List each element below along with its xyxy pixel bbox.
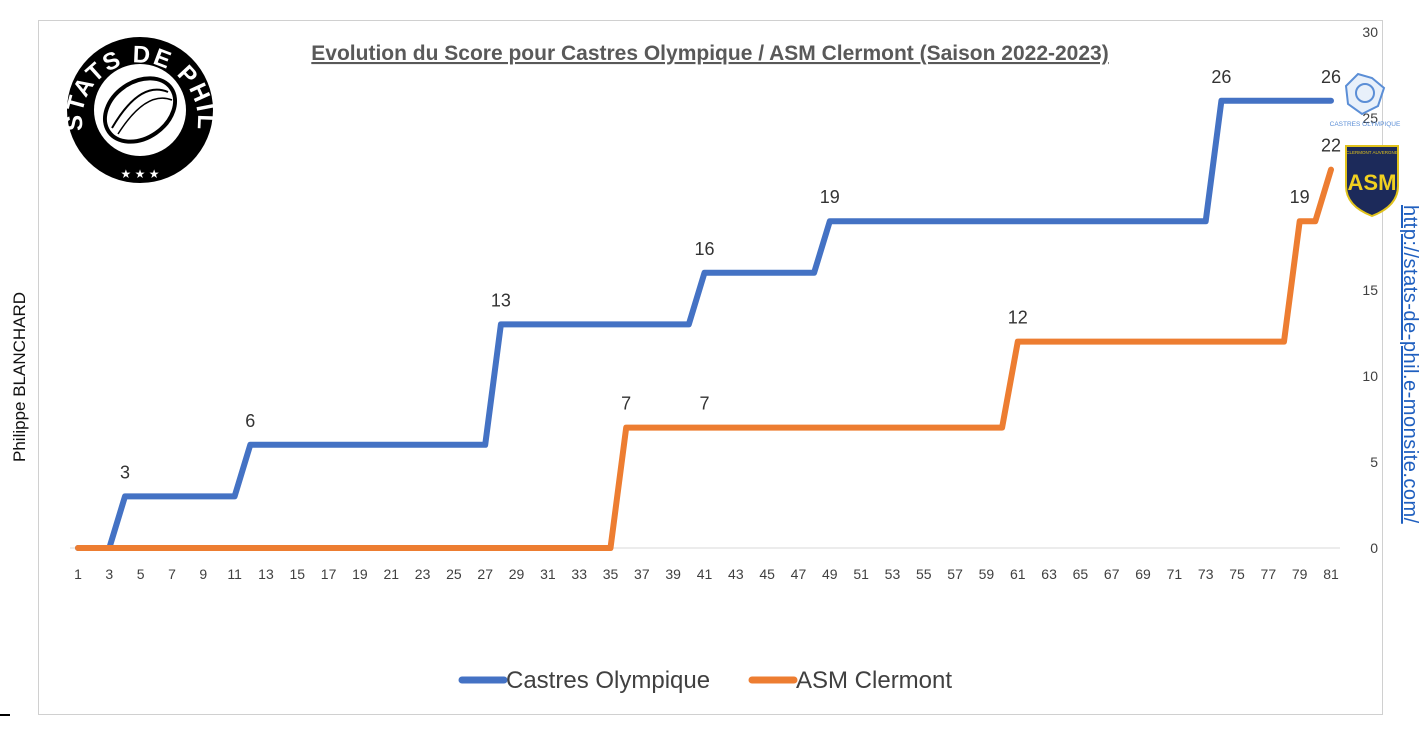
data-label: 19 (820, 187, 840, 207)
data-label: 26 (1321, 67, 1341, 87)
x-tick-label: 49 (822, 566, 838, 582)
x-tick-label: 79 (1292, 566, 1308, 582)
castres-badge-text: CASTRES OLYMPIQUE (1330, 121, 1401, 128)
data-label: 12 (1008, 308, 1028, 328)
x-tick-label: 65 (1073, 566, 1089, 582)
y-tick-label: 25 (1362, 110, 1378, 126)
website-link[interactable]: http://stats-de-phil.e-monsite.com/ (1399, 205, 1421, 524)
x-tick-label: 67 (1104, 566, 1120, 582)
x-tick-label: 15 (289, 566, 305, 582)
x-tick-label: 29 (509, 566, 525, 582)
x-tick-label: 25 (446, 566, 462, 582)
data-label: 7 (699, 394, 709, 414)
x-tick-label: 69 (1135, 566, 1151, 582)
x-tick-label: 43 (728, 566, 744, 582)
chart-title: Evolution du Score pour Castres Olympiqu… (311, 42, 1108, 65)
data-label: 6 (245, 411, 255, 431)
chart-frame (38, 20, 1383, 715)
castres-olympique-badge: CASTRES OLYMPIQUE (1330, 72, 1401, 128)
x-tick-label: 5 (137, 566, 145, 582)
x-tick-label: 77 (1261, 566, 1277, 582)
author-label: Philippe BLANCHARD (10, 291, 29, 462)
data-label: 3 (120, 462, 130, 482)
data-label: 16 (694, 239, 714, 259)
data-label: 26 (1211, 67, 1231, 87)
x-tick-label: 41 (697, 566, 713, 582)
data-labels: 3 6 13 16 19 26 26 7 7 12 19 22 (120, 67, 1341, 483)
x-tick-label: 55 (916, 566, 932, 582)
x-tick-label: 81 (1323, 566, 1339, 582)
x-tick-label: 71 (1167, 566, 1183, 582)
corner-mark (0, 714, 10, 716)
y-tick-label: 10 (1362, 368, 1378, 384)
asm-clermont-badge: CLERMONT AUVERGNE ASM (1345, 145, 1399, 218)
x-tick-label: 57 (947, 566, 963, 582)
x-tick-label: 51 (853, 566, 869, 582)
logo-stars: ★ ★ ★ (121, 167, 160, 181)
x-tick-label: 13 (258, 566, 274, 582)
legend-label: ASM Clermont (796, 667, 952, 694)
data-label: 13 (491, 290, 511, 310)
x-tick-label: 35 (603, 566, 619, 582)
x-tick-label: 53 (885, 566, 901, 582)
x-tick-label: 33 (571, 566, 587, 582)
x-tick-label: 19 (352, 566, 368, 582)
asm-badge-text: ASM (1348, 170, 1397, 195)
x-tick-label: 1 (74, 566, 82, 582)
y-tick-label: 0 (1370, 540, 1378, 556)
asm-badge-top: CLERMONT AUVERGNE (1346, 150, 1397, 155)
x-tick-label: 73 (1198, 566, 1214, 582)
y-tick-label: 15 (1362, 282, 1378, 298)
stats-de-phil-logo: STATS DE PHIL ★ ★ ★ (61, 37, 217, 183)
y-tick-label: 30 (1362, 24, 1378, 40)
data-label: 7 (621, 394, 631, 414)
legend-label: Castres Olympique (506, 667, 710, 694)
x-tick-label: 7 (168, 566, 176, 582)
x-tick-label: 21 (383, 566, 399, 582)
x-tick-label: 3 (105, 566, 113, 582)
x-tick-label: 31 (540, 566, 556, 582)
data-label: 22 (1321, 136, 1341, 156)
series-line-asm (75, 166, 1334, 551)
x-tick-label: 39 (665, 566, 681, 582)
x-tick-label: 75 (1229, 566, 1245, 582)
x-tick-label: 63 (1041, 566, 1057, 582)
x-tick-label: 17 (321, 566, 337, 582)
y-tick-label: 5 (1370, 454, 1378, 470)
x-tick-label: 9 (199, 566, 207, 582)
x-tick-label: 45 (759, 566, 775, 582)
x-tick-label: 27 (477, 566, 493, 582)
data-label: 19 (1290, 187, 1310, 207)
series-line-castres (75, 97, 1334, 551)
x-tick-label: 61 (1010, 566, 1026, 582)
axes: 1 3 5 7 9 11 13 15 17 19 21 23 25 27 29 31 33 35 37 39 41 43 4… (70, 24, 1378, 582)
series-layer (75, 97, 1334, 551)
legend: Castres Olympique ASM Clermont (458, 667, 952, 694)
x-tick-label: 59 (979, 566, 995, 582)
x-tick-label: 23 (415, 566, 431, 582)
x-tick-label: 11 (227, 566, 242, 582)
x-tick-label: 47 (791, 566, 807, 582)
x-tick-label: 37 (634, 566, 650, 582)
